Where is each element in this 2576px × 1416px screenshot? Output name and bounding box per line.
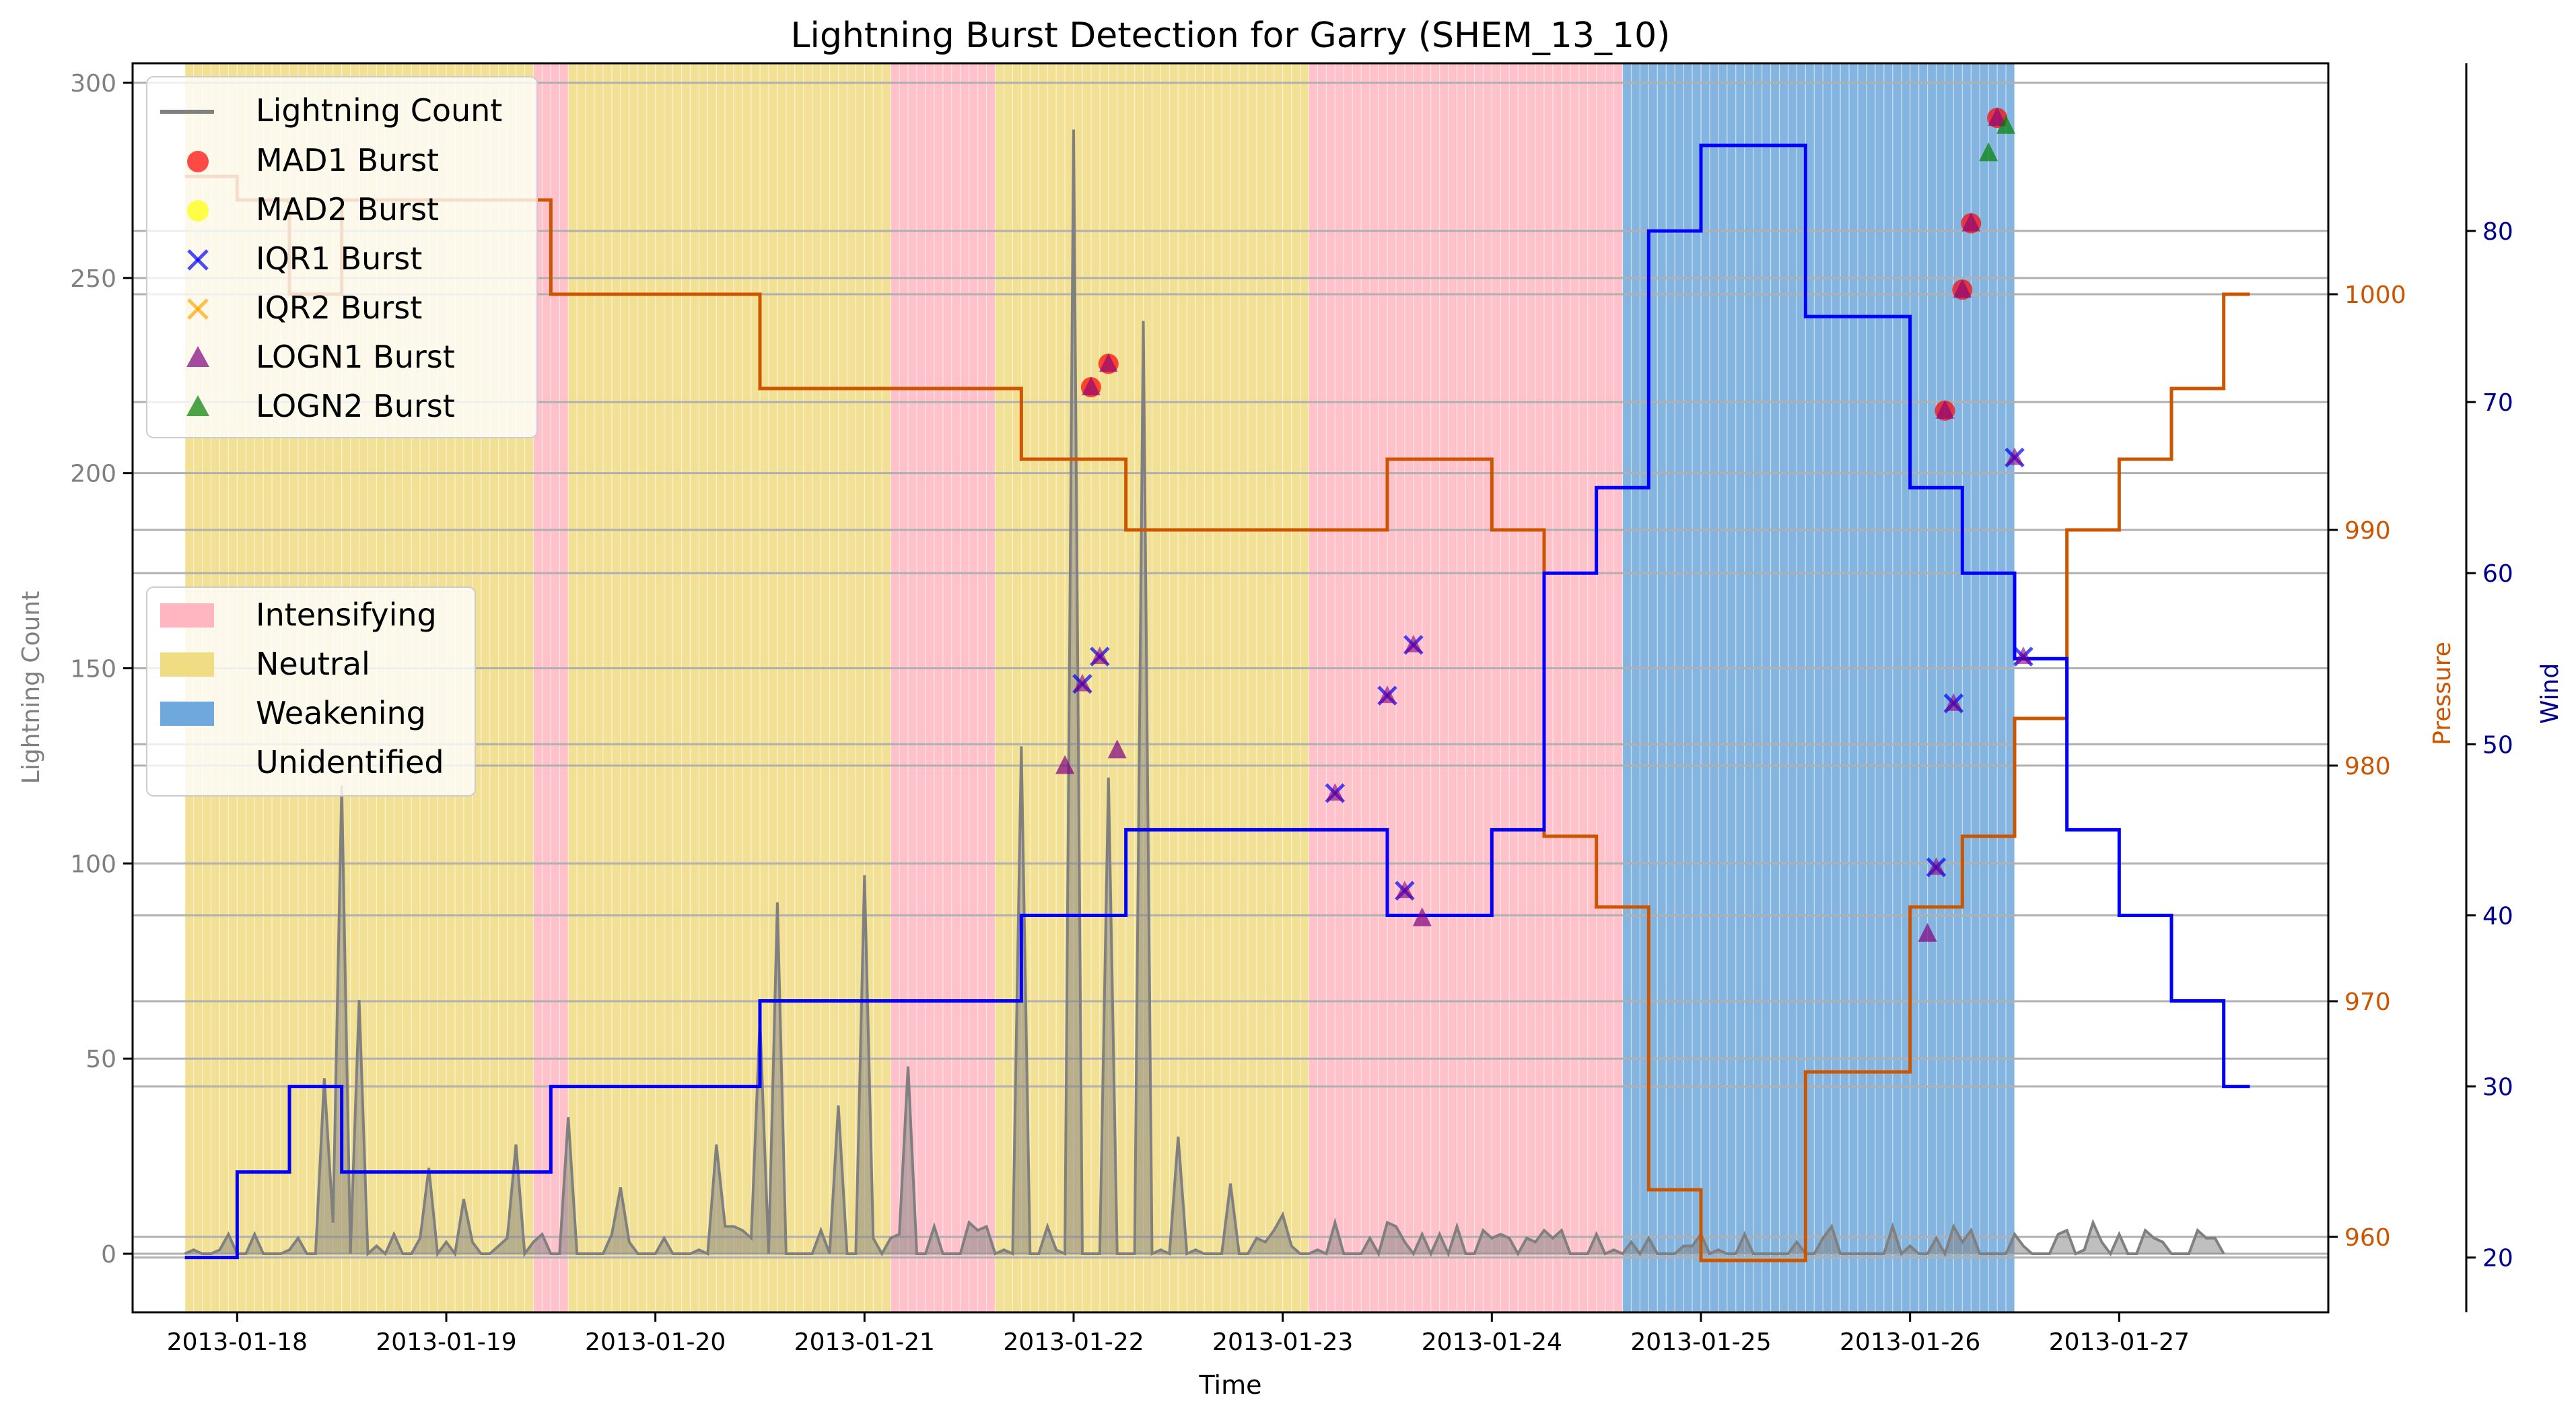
- plot-frame: [131, 62, 2330, 1314]
- burst-marker-logn1: [1953, 279, 1972, 298]
- burst-marker-logn1: [1961, 212, 1981, 232]
- x-tick-label: 2013-01-27: [2049, 1328, 2190, 1356]
- burst-marker-logn1: [1073, 673, 1091, 692]
- wind-tick-label: 40: [2482, 902, 2513, 930]
- legend-iqr1-swatch: [187, 249, 209, 271]
- burst-marker-logn1: [1935, 399, 1955, 419]
- legend-series-box: [146, 76, 538, 438]
- x-tick-label: 2013-01-26: [1840, 1328, 1980, 1356]
- legend-weakening-swatch: [160, 702, 214, 726]
- burst-marker-logn1: [1918, 922, 1937, 942]
- burst-marker-logn1: [1081, 376, 1101, 396]
- y-tick-label: 200: [70, 461, 116, 488]
- y-axis-label: Lightning Count: [18, 591, 45, 784]
- legend-intensifying-swatch: [160, 603, 214, 628]
- pressure-axis-ticks: 960 970 980 990 1000: [2328, 281, 2406, 1252]
- legend-logn2-label: LOGN2 Burst: [256, 388, 455, 424]
- x-tick-label: 2013-01-24: [1422, 1328, 1562, 1356]
- burst-marker-logn1: [1927, 857, 1945, 875]
- x-axis-ticks: 2013-01-18 2013-01-19 2013-01-20 2013-01-21…: [167, 1312, 2190, 1356]
- legend-intensifying-label: Intensifying: [256, 597, 437, 633]
- legend-logn1-label: LOGN1 Burst: [256, 339, 455, 375]
- legend-iqr2-swatch: [187, 298, 209, 320]
- x-tick-label: 2013-01-20: [585, 1328, 726, 1356]
- legend-unidentified-label: Unidentified: [256, 744, 444, 780]
- phase-band-weakening: [1622, 63, 2015, 1312]
- pressure-line: [184, 174, 2250, 1262]
- lightning-series: [184, 129, 2225, 1258]
- x-tick-label: 2013-01-19: [376, 1328, 516, 1356]
- burst-marker-logn1: [1107, 739, 1127, 759]
- legend-iqr1-label: IQR1 Burst: [256, 240, 422, 277]
- burst-marker-logn1: [1379, 685, 1396, 704]
- legend-neutral-swatch: [160, 652, 214, 677]
- phase-band-neutral: [568, 63, 891, 1312]
- wind-tick-label: 50: [2482, 731, 2513, 759]
- legend-phases: Intensifying Neutral Weakening Unidentif…: [146, 586, 476, 797]
- burst-marker-logn1: [1404, 634, 1422, 652]
- legend-series: Lightning Count MAD1 Burst MAD2 Burst IQ…: [146, 76, 538, 438]
- legend-mad1-swatch: [187, 151, 209, 172]
- burst-marker-logn1: [1988, 107, 2007, 127]
- burst-marker-logn1: [1395, 880, 1414, 898]
- pressure-tick-label: 980: [2344, 753, 2391, 780]
- wind-tick-label: 60: [2482, 560, 2513, 588]
- lightning-line: [184, 129, 2225, 1258]
- burst-marker-logn1: [1055, 755, 1075, 774]
- x-axis-label: Time: [1199, 1370, 1262, 1400]
- y-tick-label: 50: [85, 1046, 116, 1073]
- wind-tick-label: 20: [2482, 1245, 2513, 1273]
- wind-axis-label: Wind: [2536, 663, 2564, 724]
- legend-mad1-label: MAD1 Burst: [256, 142, 439, 178]
- pressure-series: [184, 174, 2250, 1262]
- wind-axis-ticks: 20 30 40 50 60 70 80: [2466, 218, 2513, 1273]
- burst-marker-logn1: [2014, 646, 2032, 665]
- y-tick-label: 0: [101, 1241, 116, 1269]
- legend-phases-box: [146, 586, 476, 797]
- wind-tick-label: 70: [2482, 389, 2513, 417]
- burst-marker-logn1: [2006, 447, 2023, 465]
- burst-marker-logn1: [1090, 646, 1109, 665]
- wind-line: [184, 143, 2250, 1260]
- x-tick-label: 2013-01-22: [1003, 1328, 1144, 1356]
- pressure-axis-label: Pressure: [2429, 642, 2456, 745]
- y-tick-label: 150: [70, 656, 116, 683]
- burst-marker-logn2: [1979, 142, 1998, 162]
- legend-logn2-swatch: [186, 395, 209, 416]
- wind-tick-label: 80: [2482, 218, 2513, 246]
- phase-backgrounds: [184, 63, 2015, 1312]
- wind-series: [184, 143, 2250, 1260]
- legend-logn1-swatch: [186, 346, 209, 367]
- legend-neutral-label: Neutral: [256, 646, 370, 682]
- x-tick-label: 2013-01-23: [1212, 1328, 1353, 1356]
- pressure-tick-label: 1000: [2344, 281, 2406, 309]
- y-tick-label: 250: [70, 265, 116, 293]
- legend-lightning-label: Lightning Count: [256, 92, 502, 129]
- pressure-tick-label: 990: [2344, 517, 2391, 545]
- y-tick-label: 300: [70, 70, 116, 98]
- x-tick-label: 2013-01-18: [167, 1328, 308, 1356]
- legend-weakening-label: Weakening: [256, 695, 426, 731]
- x-tick-label: 2013-01-25: [1630, 1328, 1771, 1356]
- burst-marker-logn1: [1945, 693, 1963, 711]
- burst-markers: [1055, 107, 2033, 942]
- y-axis-ticks: 0 50 100 150 200 250 300: [70, 70, 133, 1269]
- wind-tick-label: 30: [2482, 1074, 2513, 1102]
- chart-title: Lightning Burst Detection for Garry (SHE…: [791, 15, 1671, 56]
- legend-mad2-swatch: [187, 200, 209, 222]
- y-tick-label: 100: [70, 850, 116, 878]
- x-tick-label: 2013-01-21: [794, 1328, 935, 1356]
- burst-marker-logn1: [1099, 353, 1118, 372]
- burst-marker-logn1: [1412, 907, 1432, 926]
- legend-iqr2-label: IQR2 Burst: [256, 290, 422, 326]
- pressure-tick-label: 970: [2344, 988, 2391, 1016]
- burst-marker-logn1: [1326, 783, 1344, 801]
- legend-mad2-label: MAD2 Burst: [256, 191, 439, 228]
- pressure-tick-label: 960: [2344, 1224, 2391, 1252]
- burst-marker-logn2: [1996, 114, 2016, 134]
